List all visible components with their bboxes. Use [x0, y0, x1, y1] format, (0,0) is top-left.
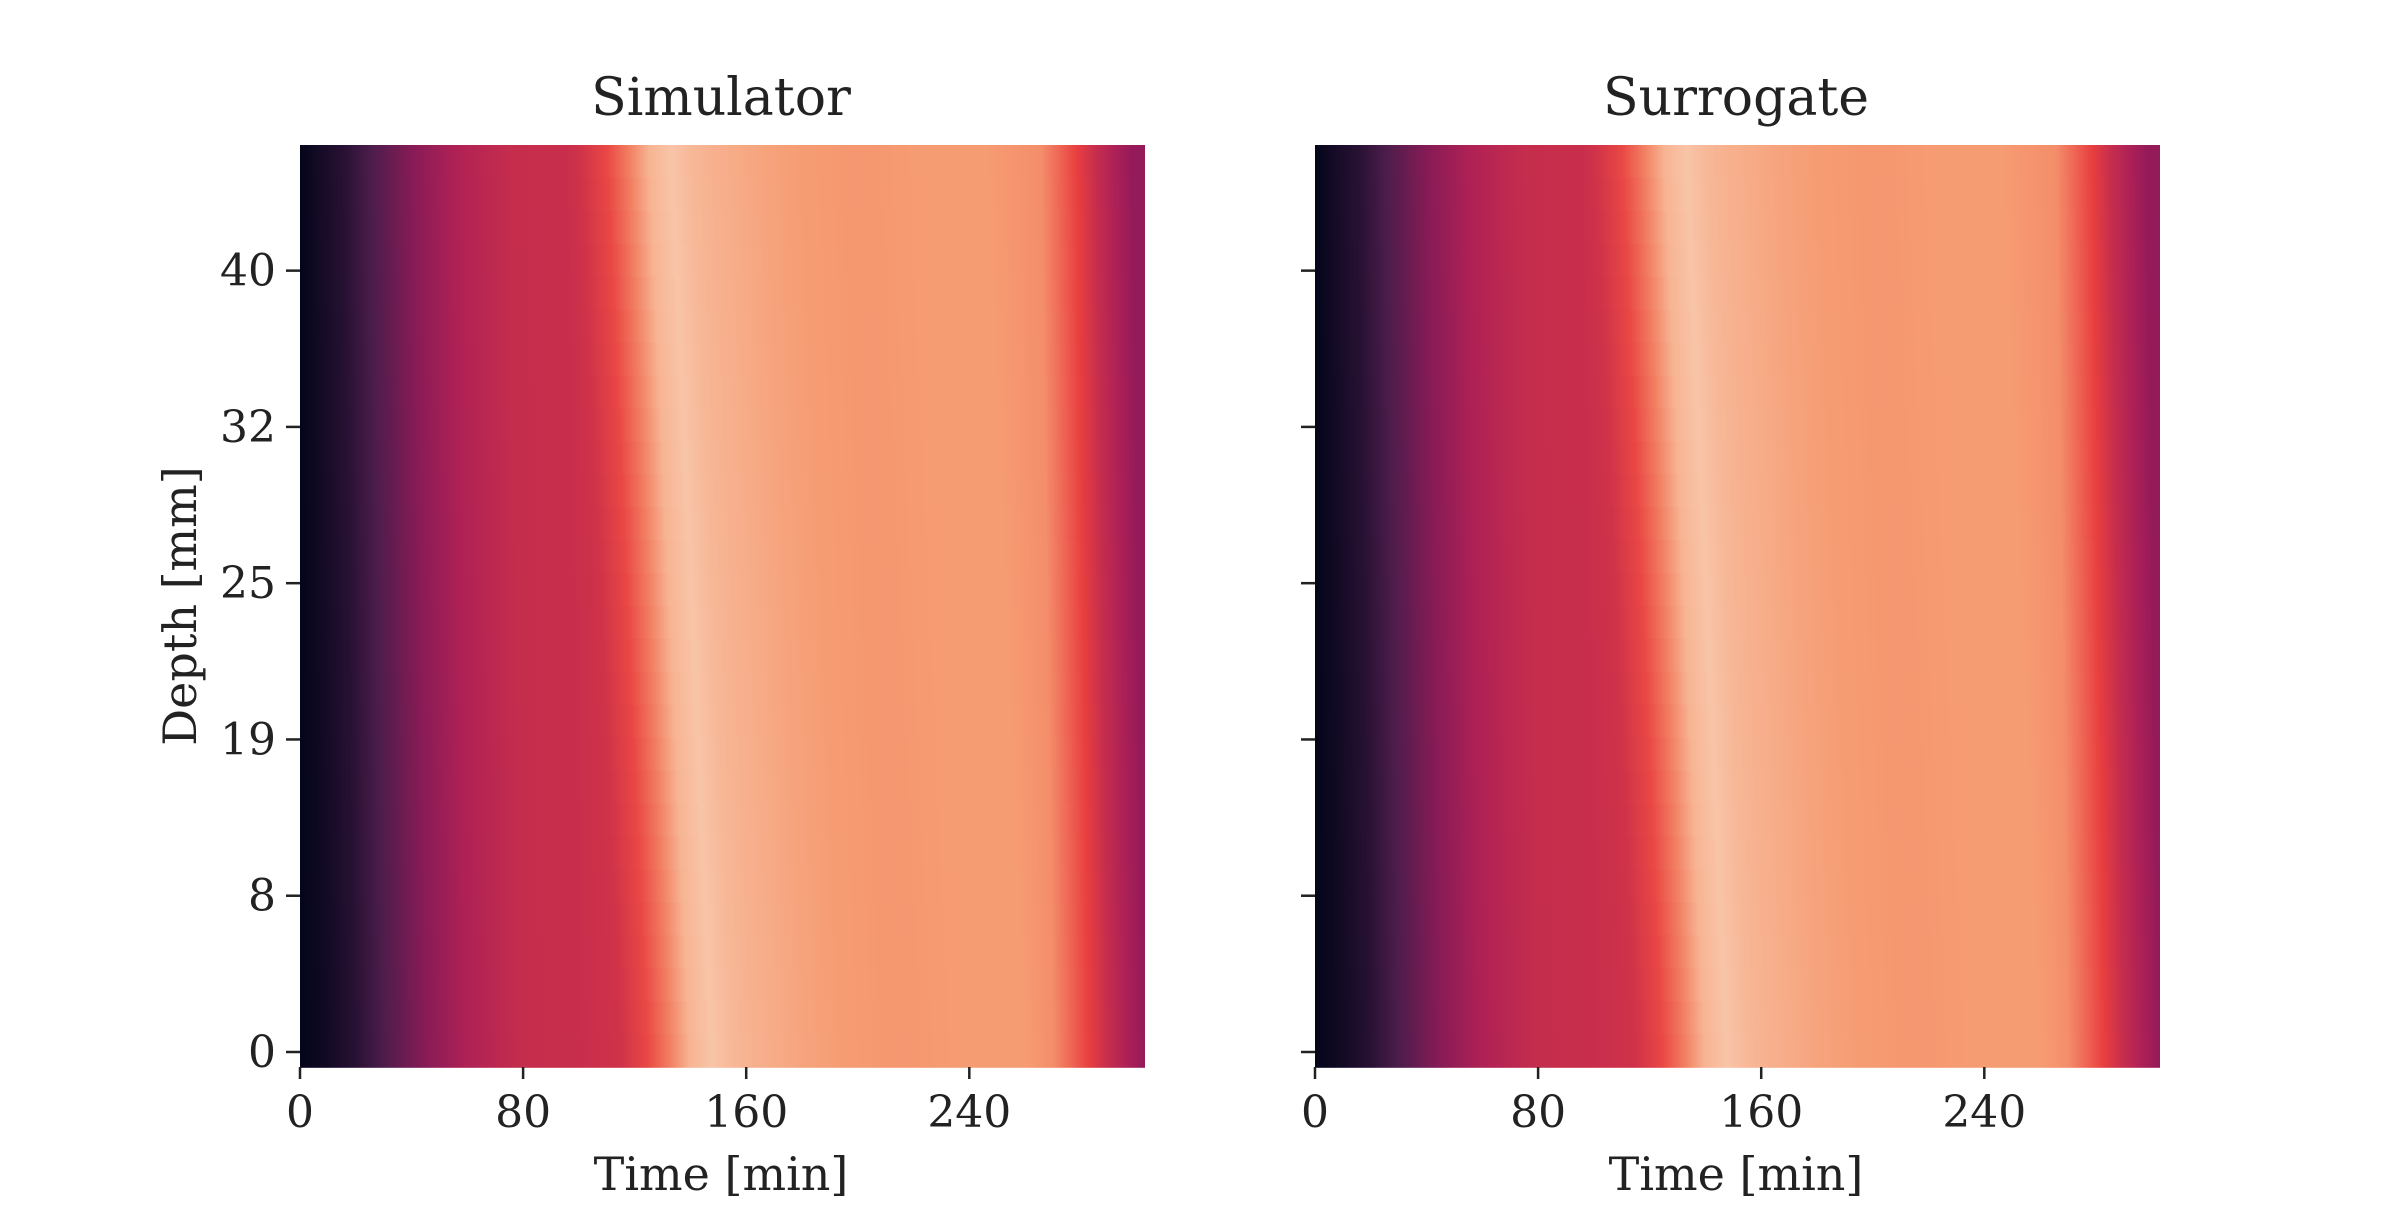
heatmap-strip [300, 408, 1145, 443]
heatmap-strip [300, 803, 1145, 838]
heatmap-strip [300, 638, 1145, 673]
heatmap-strip [1315, 671, 2160, 706]
heatmap-strip [300, 836, 1145, 871]
heatmap-strip [1315, 968, 2160, 1002]
y-axis [1301, 269, 1315, 1054]
x-axis: 0 80 160 240 [286, 1067, 1011, 1138]
x-tick-label: 80 [1510, 1087, 1566, 1138]
x-tick-label: 160 [1719, 1087, 1803, 1138]
x-axis-label: Time [min] [594, 1147, 849, 1200]
heatmap-strip [300, 704, 1145, 739]
heatmap-cells [300, 145, 1145, 1068]
heatmap-strip [300, 210, 1145, 245]
x-tick-label: 240 [927, 1087, 1011, 1138]
heatmap-strip [1315, 441, 2160, 476]
heatmap-strip [300, 145, 1145, 179]
y-tick-label: 8 [248, 871, 276, 922]
x-tick-label: 240 [1942, 1087, 2026, 1138]
heatmap-strip [300, 441, 1145, 476]
heatmap-strip [300, 737, 1145, 772]
panel-simulator: Simulator 0 8 19 25 32 40 0 80 160 240 Time [min… [153, 68, 1145, 1201]
y-tick-label: 25 [220, 558, 276, 609]
y-tick-label: 0 [248, 1027, 276, 1078]
heatmap-strip [1315, 935, 2160, 970]
heatmap-strip [300, 309, 1145, 344]
heatmap-strip [1315, 342, 2160, 377]
heatmap-strip [1315, 540, 2160, 574]
x-tick-label: 0 [1301, 1087, 1329, 1138]
x-tick-label: 80 [495, 1087, 551, 1138]
heatmap-strip [300, 573, 1145, 607]
x-axis-label: Time [min] [1609, 1147, 1864, 1200]
heatmap-strip [1315, 145, 2160, 179]
panel-surrogate: Surrogate 0 80 160 240 Time [min] [1301, 68, 2160, 1201]
heatmap-strip [300, 375, 1145, 410]
heatmap-strip [300, 474, 1145, 509]
heatmap-strip [1315, 770, 2160, 805]
heatmap-strip [1315, 210, 2160, 245]
heatmap-strip [300, 342, 1145, 377]
heatmap-strip [300, 243, 1145, 278]
heatmap-strip [300, 1001, 1145, 1035]
heatmap-strip [1315, 507, 2160, 541]
heatmap-strip [300, 902, 1145, 937]
x-tick-label: 0 [286, 1087, 314, 1138]
x-axis: 0 80 160 240 [1301, 1067, 2026, 1138]
y-axis-label: Depth [mm] [153, 466, 207, 745]
panel-title: Surrogate [1603, 68, 1869, 128]
heatmap-strip [1315, 375, 2160, 410]
heatmap-strip [1315, 243, 2160, 278]
heatmap-strip [1315, 737, 2160, 772]
heatmap-strip [1315, 177, 2160, 212]
x-tick-label: 160 [704, 1087, 788, 1138]
heatmap-strip [1315, 638, 2160, 673]
heatmap-strip [300, 606, 1145, 640]
y-tick-label: 40 [220, 246, 276, 297]
heatmap-strip [1315, 606, 2160, 640]
heatmap-strip [1315, 408, 2160, 443]
heatmap-strip [1315, 836, 2160, 871]
heatmap-cells [1315, 145, 2160, 1068]
panel-title: Simulator [591, 68, 851, 128]
y-tick-label: 32 [220, 402, 276, 453]
heatmap-strip [300, 1034, 1145, 1068]
heatmap-strip [1315, 869, 2160, 904]
heatmap-strip [300, 671, 1145, 706]
heatmap-strip [1315, 474, 2160, 509]
heatmap-strip [300, 770, 1145, 805]
heatmap-strip [1315, 1034, 2160, 1068]
heatmap-strip [300, 968, 1145, 1002]
y-tick-label: 19 [220, 714, 276, 765]
heatmap-strip [300, 540, 1145, 574]
heatmap-strip [300, 177, 1145, 212]
heatmap-strip [300, 935, 1145, 970]
heatmap-strip [300, 276, 1145, 311]
heatmap-strip [1315, 573, 2160, 607]
heatmap-strip [300, 869, 1145, 904]
y-axis: 0 8 19 25 32 40 [220, 246, 300, 1078]
heatmap-strip [1315, 902, 2160, 937]
heatmap-strip [300, 507, 1145, 541]
heatmap-strip [1315, 803, 2160, 838]
heatmap-strip [1315, 276, 2160, 311]
heatmap-strip [1315, 1001, 2160, 1035]
heatmap-strip [1315, 309, 2160, 344]
heatmap-strip [1315, 704, 2160, 739]
